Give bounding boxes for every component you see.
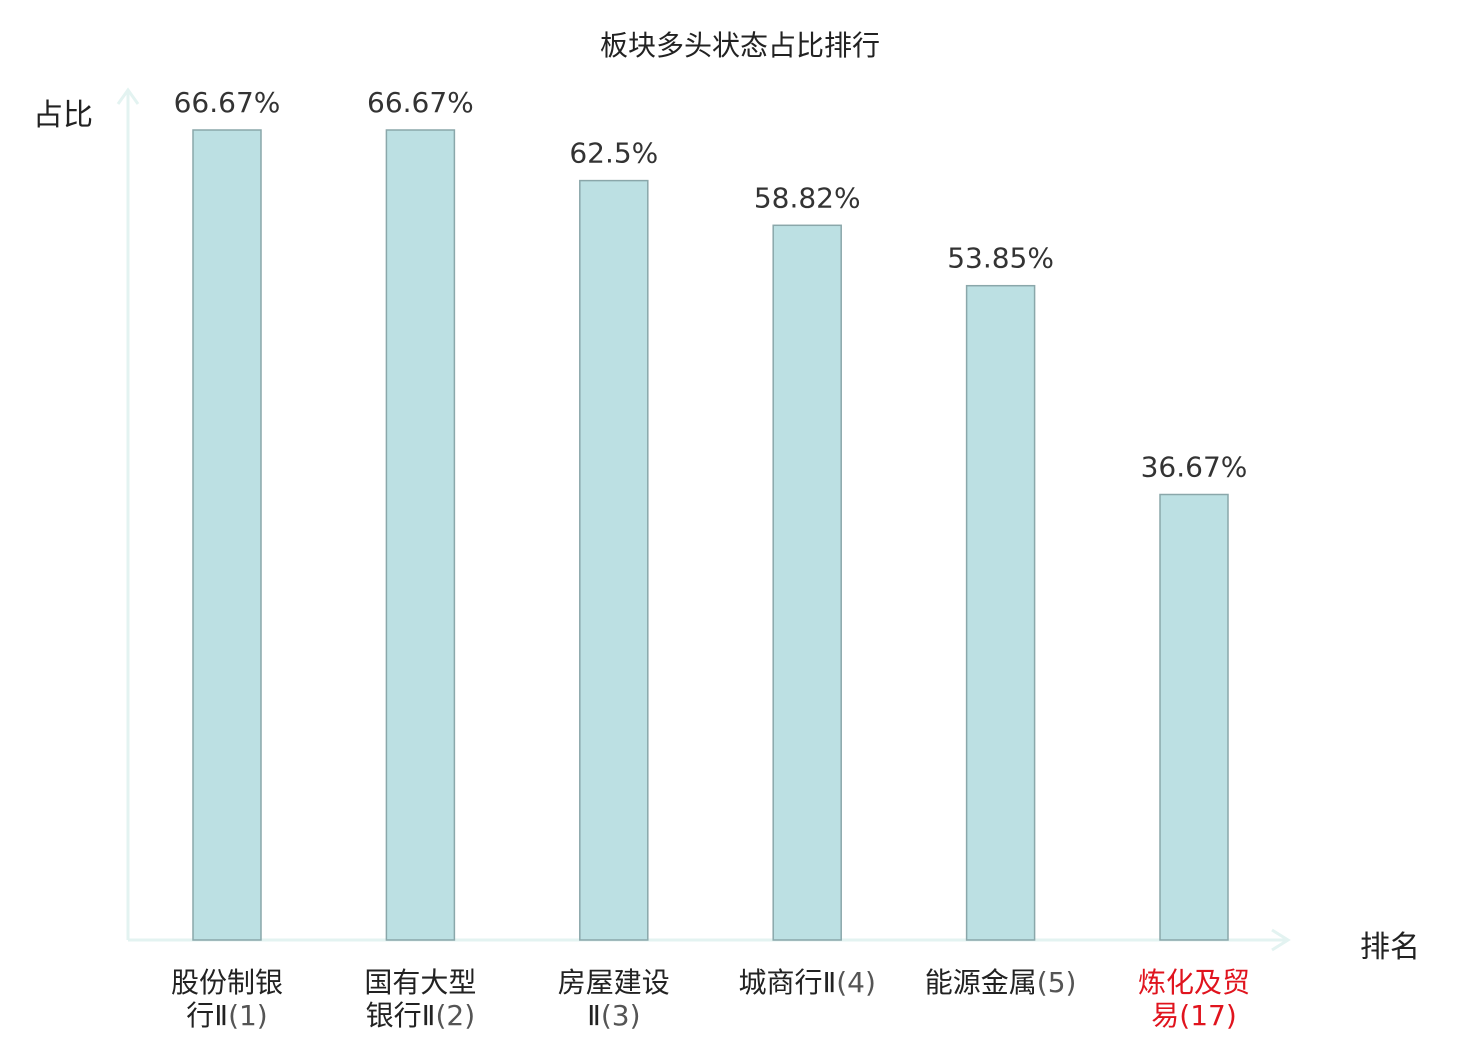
bar-value-label: 66.67% [367,86,474,119]
bar-value-label: 62.5% [569,137,658,170]
bar [772,224,842,941]
x-tick-label-text: 炼化及贸 [1137,966,1250,999]
bar [385,129,456,941]
x-tick-label-text: 易 [1151,999,1180,1032]
x-tick-label-text: 国有大型 [364,966,477,999]
x-tick-rank: (2) [435,999,476,1032]
x-tick-label-text: 能源金属 [924,966,1037,999]
bar-value-label: 53.85% [947,242,1054,275]
x-tick-label-line1: 炼化及贸 [1099,966,1289,999]
x-tick-label-line1: 城商行Ⅱ(4) [712,966,902,999]
x-tick-label-line1: 房屋建设 [519,966,709,999]
y-axis-arrow [116,87,140,105]
bars [192,129,1229,941]
x-tick-label-line1: 能源金属(5) [906,966,1096,999]
bar-value-label: 66.67% [174,86,281,119]
x-axis-label: 排名 [1360,930,1420,965]
x-tick-label-line2: 易(17) [1099,999,1289,1032]
x-tick-rank: (5) [1036,966,1077,999]
x-tick-label-text: 银行Ⅱ [365,999,436,1032]
x-tick-label-text: 房屋建设 [557,966,670,999]
bar-value-label: 36.67% [1141,451,1248,484]
x-tick-label: 房屋建设 Ⅱ(3) [519,966,709,1032]
bar [192,129,262,941]
bar [965,284,1036,941]
x-tick-label: 能源金属(5) [906,966,1096,999]
x-tick-label: 炼化及贸 易(17) [1099,966,1289,1032]
bar [1159,493,1229,941]
chart-title: 板块多头状态占比排行 [599,29,880,62]
x-tick-label-line2: Ⅱ(3) [519,999,709,1032]
bar [579,179,649,941]
value-labels: 66.67% 66.67% 62.5% 58.82% 53.85% 36.67% [174,86,1248,484]
axes [116,87,1291,952]
x-tick-label-text: 城商行Ⅱ [738,966,837,999]
x-tick-label-line1: 国有大型 [325,966,515,999]
x-tick-rank: (1) [228,999,268,1032]
x-tick-label: 城商行Ⅱ(4) [712,966,902,999]
x-tick-label-text: 行Ⅱ [186,999,229,1032]
bar-value-label: 58.82% [754,181,861,214]
x-tick-label-text: 股份制银 [170,966,283,999]
x-tick-label-text: Ⅱ [587,999,601,1032]
x-tick-rank: (3) [600,999,641,1032]
x-tick-rank: (4) [836,966,876,999]
x-tick-rank: (17) [1179,999,1237,1032]
y-axis-label: 占比 [33,98,93,133]
x-tick-label-line2: 行Ⅱ(1) [132,999,322,1032]
x-tick-label-line1: 股份制银 [132,966,322,999]
x-tick-label: 国有大型 银行Ⅱ(2) [325,966,515,1032]
x-axis-arrow [1271,928,1291,952]
x-tick-label-line2: 银行Ⅱ(2) [325,999,515,1032]
x-tick-label: 股份制银 行Ⅱ(1) [132,966,322,1032]
